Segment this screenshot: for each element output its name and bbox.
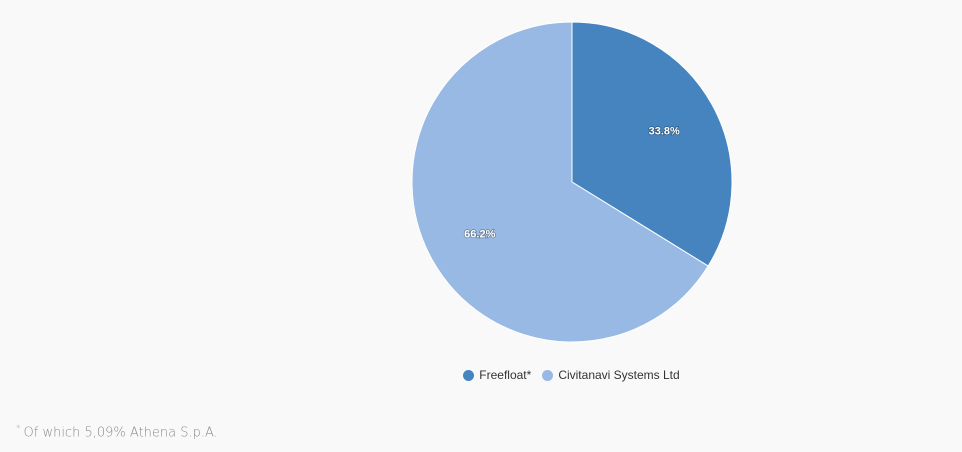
pie-slice-civitanavi[interactable] xyxy=(411,21,709,343)
chart-legend: Freefloat* Civitanavi Systems Ltd xyxy=(0,368,962,382)
footnote-marker: * xyxy=(16,424,21,434)
legend-label-civitanavi: Civitanavi Systems Ltd xyxy=(558,368,680,382)
pie-slice-freefloat[interactable] xyxy=(571,21,733,267)
pie-slices xyxy=(411,21,733,343)
data-label-freefloat: 33.8% xyxy=(649,126,680,138)
data-label-civitanavi: 66.2% xyxy=(464,228,495,240)
legend-item-civitanavi[interactable]: Civitanavi Systems Ltd xyxy=(542,368,680,382)
footnote: * Of which 5,09% Athena S.p.A. xyxy=(16,424,218,440)
legend-item-freefloat[interactable]: Freefloat* xyxy=(463,368,531,382)
pie-data-labels: 33.8% 66.2% xyxy=(463,125,680,241)
footnote-text: Of which 5,09% Athena S.p.A. xyxy=(23,425,218,441)
pie-chart: 33.8% 66.2% xyxy=(411,21,733,343)
legend-marker-civitanavi xyxy=(542,369,554,381)
legend-marker-freefloat xyxy=(463,369,475,381)
legend-label-freefloat: Freefloat* xyxy=(479,368,532,382)
